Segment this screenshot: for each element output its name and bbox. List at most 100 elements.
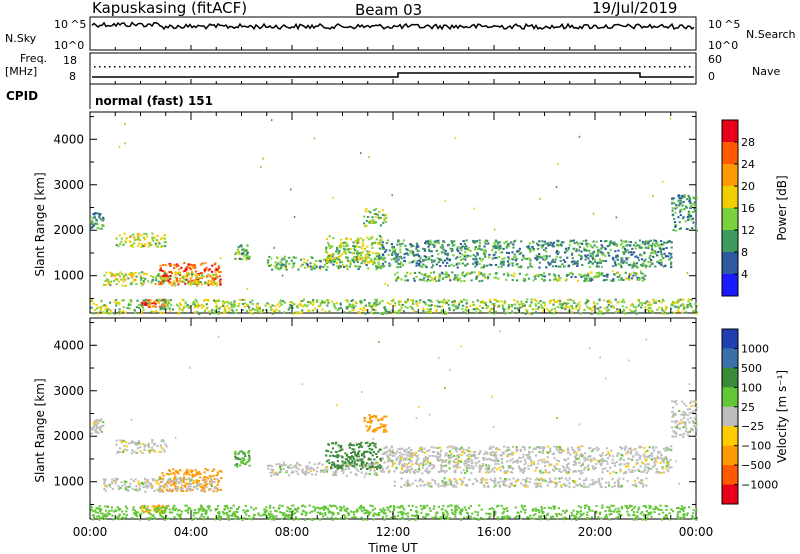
echo-cell	[564, 306, 567, 309]
echo-cell	[531, 450, 534, 453]
echo-cell	[557, 277, 560, 280]
echo-cell	[532, 461, 535, 464]
echo-cell	[170, 481, 173, 484]
echo-cell	[672, 229, 675, 232]
echo-cell	[470, 472, 473, 475]
echo-cell	[335, 302, 338, 304]
echo-cell	[630, 263, 633, 266]
nave-point	[234, 66, 236, 68]
echo-cell	[564, 459, 567, 462]
echo-cell	[282, 256, 285, 259]
echo-cell	[461, 262, 464, 265]
echo-cell	[449, 279, 452, 282]
echo-cell	[538, 447, 541, 450]
echo-cell	[371, 308, 374, 311]
nave-point	[374, 66, 376, 68]
echo-cell	[267, 467, 270, 470]
echo-cell	[486, 264, 489, 267]
echo-cell	[511, 264, 514, 267]
echo-cell	[309, 262, 312, 265]
echo-cell	[681, 311, 684, 314]
echo-cell	[667, 240, 670, 243]
echo-cell	[346, 256, 349, 259]
echo-cell	[516, 307, 519, 310]
echo-cell	[527, 246, 530, 249]
echo-cell	[185, 266, 188, 269]
echo-cell	[556, 279, 559, 282]
echo-cell	[689, 206, 692, 209]
echo-cell	[465, 448, 468, 451]
echo-cell	[559, 277, 562, 280]
echo-cell	[430, 266, 433, 269]
nave-point	[579, 66, 581, 68]
echo-cell	[131, 487, 134, 490]
echo-cell	[356, 265, 359, 268]
echo-cell	[183, 281, 186, 284]
echo-cell	[409, 455, 413, 457]
echo-cell	[403, 470, 406, 472]
echo-cell	[418, 301, 421, 304]
echo-cell	[493, 312, 496, 315]
echo-cell	[520, 240, 523, 243]
echo-cell	[301, 471, 304, 474]
echo-cell	[366, 421, 369, 424]
echo-cell	[140, 282, 143, 285]
nave-point	[494, 66, 496, 68]
echo-cell	[371, 465, 374, 468]
echo-cell	[268, 464, 272, 467]
echo-cell	[159, 481, 162, 484]
echo-cell	[681, 217, 685, 220]
echo-cell	[382, 246, 385, 249]
echo-cell	[616, 258, 619, 261]
echo-cell	[242, 452, 245, 455]
echo-cell	[138, 306, 141, 309]
echo-cell	[204, 478, 207, 481]
echo-cell	[534, 311, 537, 314]
echo-cell	[639, 301, 642, 304]
echo-cell	[246, 461, 249, 463]
echo-cell	[291, 470, 294, 473]
echo-cell	[348, 444, 351, 447]
echo-cell	[195, 277, 198, 280]
echo-cell	[163, 301, 166, 304]
echo-cell	[455, 464, 458, 467]
echo-cell	[173, 267, 176, 270]
echo-cell	[382, 311, 385, 314]
echo-cell	[178, 478, 182, 481]
echo-cell	[124, 278, 127, 281]
echo-cell	[478, 280, 481, 283]
echo-cell	[371, 415, 374, 418]
echo-cell	[681, 197, 684, 200]
echo-cell	[376, 427, 379, 430]
echo-cell	[652, 195, 654, 198]
echo-cell	[336, 248, 339, 251]
echo-cell	[155, 479, 158, 482]
echo-cell	[655, 471, 658, 474]
echo-cell	[120, 237, 123, 240]
echo-cell	[575, 458, 578, 460]
echo-cell	[438, 305, 441, 308]
echo-cell	[597, 250, 600, 253]
echo-cell	[442, 248, 445, 251]
echo-cell	[596, 252, 599, 255]
echo-cell	[511, 458, 514, 461]
echo-cell	[161, 490, 165, 493]
top-series	[91, 21, 695, 78]
echo-cell	[532, 241, 535, 244]
echo-cell	[585, 243, 588, 246]
echo-cell	[537, 462, 540, 465]
echo-cell	[275, 473, 278, 476]
echo-cell	[127, 277, 130, 280]
echo-cell	[219, 282, 222, 285]
echo-cell	[336, 465, 339, 468]
echo-cell	[174, 475, 177, 478]
echo-cell	[567, 451, 570, 454]
echo-cell	[129, 240, 132, 243]
echo-cell	[94, 419, 98, 422]
echo-cell	[139, 446, 142, 449]
echo-cell	[303, 261, 306, 264]
echo-cell	[157, 241, 160, 244]
echo-cell	[290, 259, 293, 262]
echo-cell	[375, 416, 378, 419]
echo-cell	[429, 239, 432, 242]
